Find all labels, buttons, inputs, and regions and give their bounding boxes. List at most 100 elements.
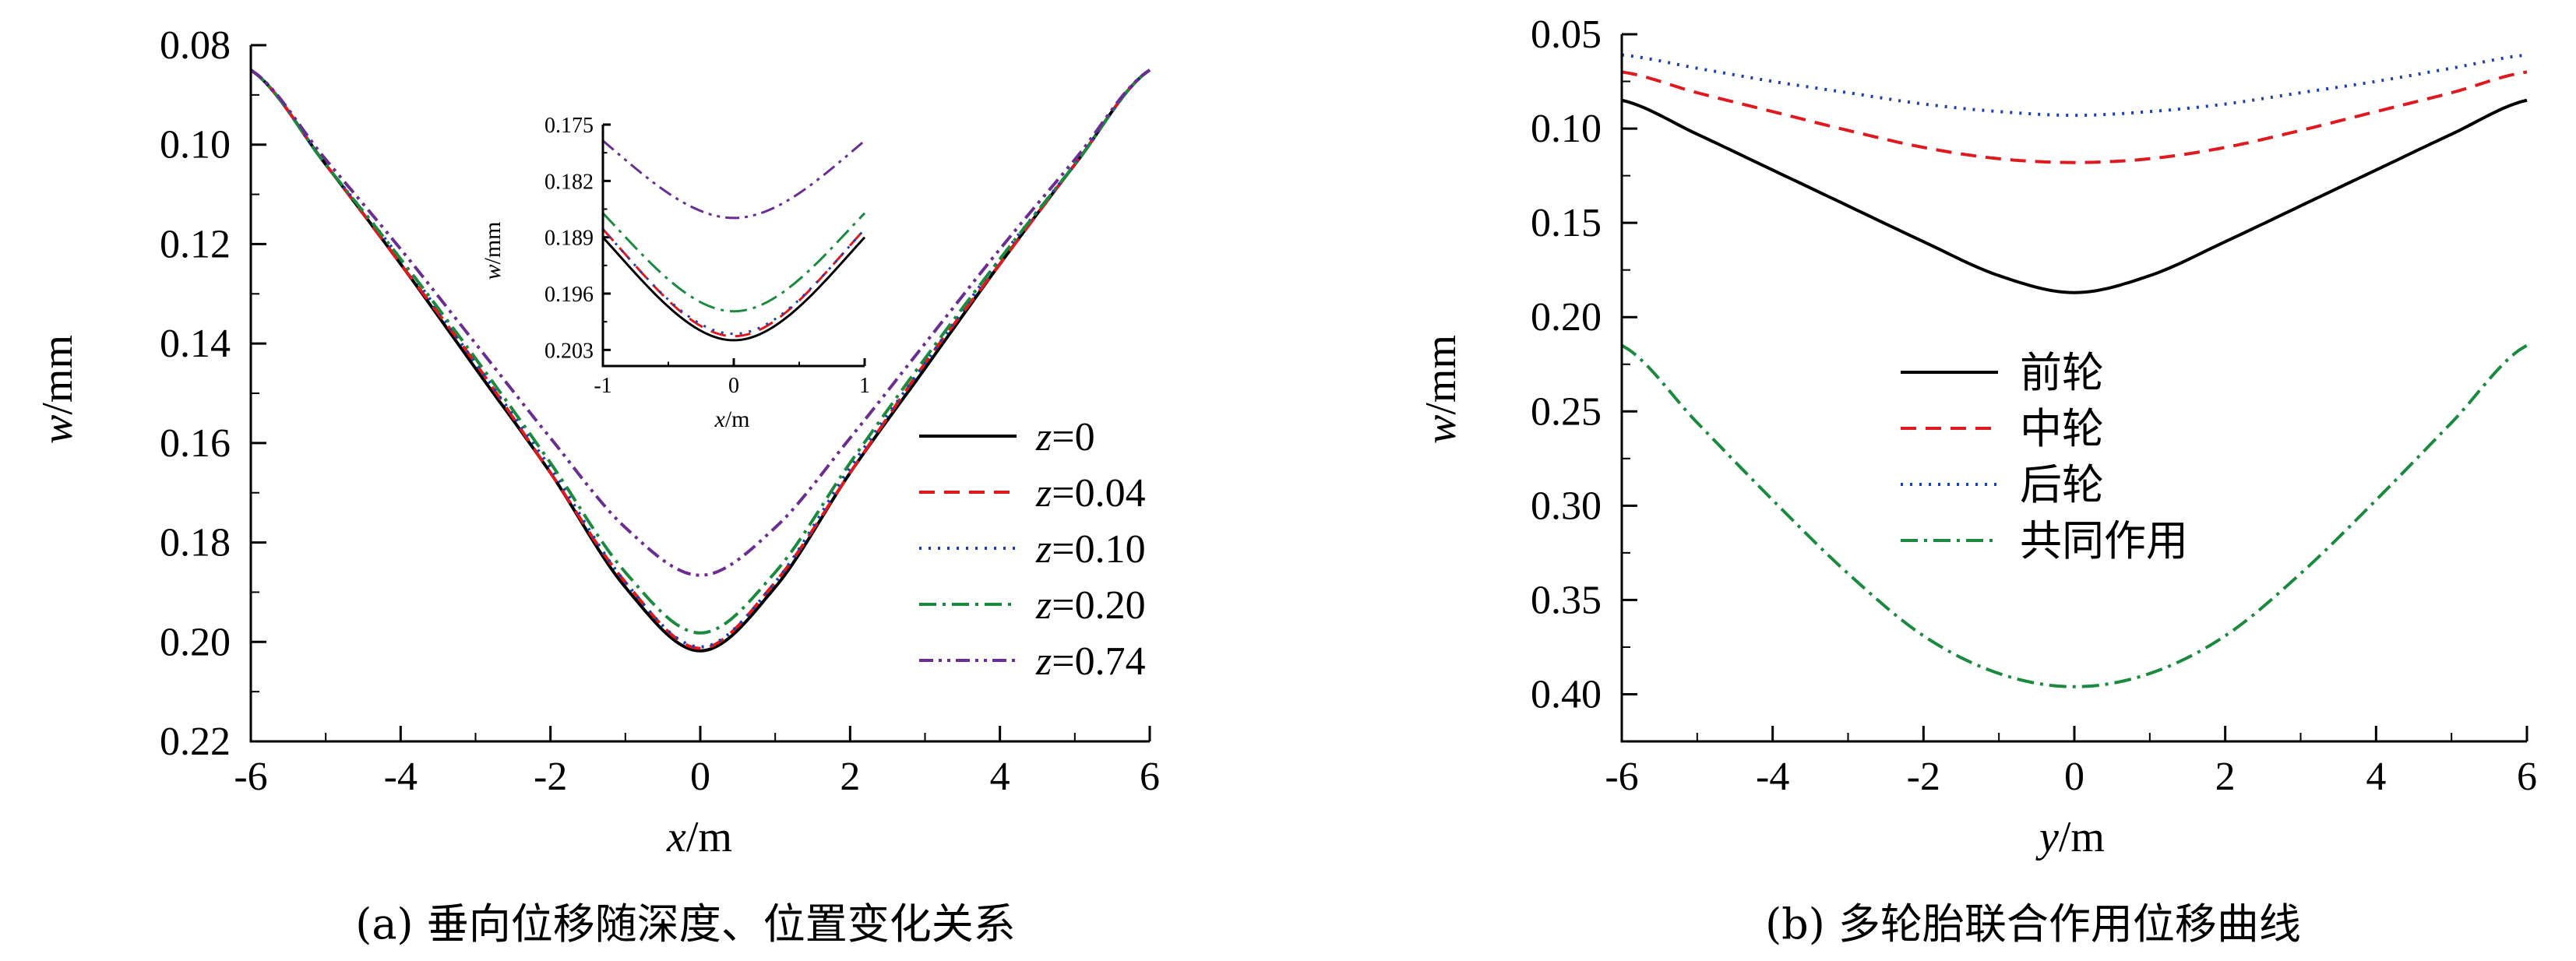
panel-a-x-axis-var: x xyxy=(666,813,686,861)
panel-a-y-tick-label: 0.16 xyxy=(160,421,231,466)
panel-a-legend-label-1: z=0 xyxy=(1035,415,1095,459)
inset-ticks: -1 0 1 0.175 0.182 0.189 0.196 0.203 xyxy=(544,114,870,398)
panel-b-series-line-2 xyxy=(1621,70,2528,164)
inset-series-line-5 xyxy=(602,139,865,220)
panel-a-y-tick-label: 0.18 xyxy=(160,521,231,565)
panel-b-y-tick-label: 0.05 xyxy=(1531,12,1602,57)
panel-a-series-line-3 xyxy=(249,69,1151,649)
panel-a-x-axis-unit: /m xyxy=(686,813,732,861)
panel-a-x-axis-title: x/m xyxy=(666,813,732,861)
panel-b-y-axis-unit: /mm xyxy=(1417,335,1465,415)
panel-b-series-line-4 xyxy=(1620,343,2528,688)
inset-series-line-1 xyxy=(601,236,866,342)
panel-a-x-tick-label: 0 xyxy=(690,755,710,799)
legend-value: =0 xyxy=(1052,415,1094,459)
panel-b-x-tick-label: -6 xyxy=(1605,755,1638,799)
panel-a-legend-label-4: z=0.20 xyxy=(1035,583,1146,628)
panel-a-y-tick-label: 0.12 xyxy=(160,222,231,266)
panel-b-y-tick-label: 0.20 xyxy=(1531,295,1602,340)
panel-a-series-line-5 xyxy=(249,69,1151,577)
legend-var: z xyxy=(1035,583,1052,628)
legend-var: z xyxy=(1035,527,1052,572)
legend-value: =0.10 xyxy=(1052,527,1145,572)
panel-b-y-tick-label: 0.35 xyxy=(1531,578,1602,622)
inset-x-axis-title: x/m xyxy=(714,407,750,432)
panel-a-y-axis-title: w/mm xyxy=(33,335,82,444)
inset-y-tick-label: 0.182 xyxy=(544,170,594,194)
panel-b-x-tick-label: 6 xyxy=(2517,755,2537,799)
panel-a-legend-label-2: z=0.04 xyxy=(1035,471,1146,516)
panel-a-series-line-1 xyxy=(249,69,1151,653)
panel-b-y-axis-title: w/mm xyxy=(1417,335,1465,444)
panel-b: -6 -4 -2 0 2 4 6 0.05 0.10 0.15 0.20 0.25 0.30 0.35 0.… xyxy=(1417,12,2537,949)
legend-var: z xyxy=(1035,415,1052,459)
panel-a-series-line-2 xyxy=(249,69,1151,650)
legend-value: =0.04 xyxy=(1052,471,1145,516)
inset-series-line-2 xyxy=(601,228,866,338)
panel-b-x-axis-title: y/m xyxy=(2035,813,2105,861)
legend-var: z xyxy=(1035,471,1052,516)
panel-a-y-tick-label: 0.08 xyxy=(160,23,231,68)
panel-b-ticks: -6 -4 -2 0 2 4 6 0.05 0.10 0.15 0.20 0.25 0.30 0.35 0.… xyxy=(1531,12,2537,799)
inset-y-tick-label: 0.175 xyxy=(544,114,594,138)
panel-a-x-tick-label: -2 xyxy=(534,755,567,799)
panel-b-legend-label-2: 中轮 xyxy=(2020,404,2104,453)
panel-b-y-tick-label: 0.30 xyxy=(1531,484,1602,528)
panel-b-axes xyxy=(1620,34,2527,743)
panel-b-x-tick-label: -4 xyxy=(1756,755,1789,799)
panel-a-y-axis-unit: /mm xyxy=(33,335,82,415)
panel-a-axes xyxy=(249,45,1150,743)
panel-b-x-tick-label: -2 xyxy=(1907,755,1940,799)
panel-b-y-tick-label: 0.10 xyxy=(1531,107,1602,151)
inset-x-tick-label: -1 xyxy=(594,374,611,398)
legend-value: =0.20 xyxy=(1052,583,1145,628)
panel-a-x-tick-label: 4 xyxy=(990,755,1010,799)
panel-b-x-tick-label: 0 xyxy=(2064,755,2084,799)
inset-y-axis-title: w/mm xyxy=(480,221,506,280)
panel-b-y-tick-label: 0.25 xyxy=(1531,389,1602,434)
panel-a-legend: z=0z=0.04z=0.10z=0.20z=0.74 xyxy=(919,415,1146,684)
panel-a-axis-frame xyxy=(249,45,1150,743)
panel-b-x-axis-var: y xyxy=(2035,813,2059,861)
panel-a-y-axis-var: w xyxy=(33,415,82,444)
inset-series xyxy=(601,139,866,342)
panel-b-x-tick-label: 4 xyxy=(2366,755,2386,799)
inset-series-line-4 xyxy=(601,212,866,313)
panel-a-inset: -1 0 1 0.175 0.182 0.189 0.196 0.203 x/m w/mm xyxy=(480,114,870,432)
panel-b-legend-label-4: 共同作用 xyxy=(2020,516,2188,565)
panel-b-y-axis-var: w xyxy=(1417,415,1465,444)
inset-y-axis-unit: /mm xyxy=(480,221,506,264)
inset-y-axis-var: w xyxy=(480,265,506,280)
panel-a-ticks: -6 -4 -2 0 2 4 6 0.08 0.10 0.12 0.14 0.16 0.18 0.20 0.… xyxy=(160,23,1160,799)
panel-b-series xyxy=(1620,53,2528,688)
inset-x-axis-var: x xyxy=(714,407,726,432)
inset-y-tick-label: 0.203 xyxy=(544,339,594,363)
inset-x-tick-label: 0 xyxy=(728,374,739,398)
panel-b-x-axis-unit: /m xyxy=(2059,813,2105,861)
inset-x-tick-label: 1 xyxy=(859,374,870,398)
inset-y-tick-label: 0.189 xyxy=(544,227,594,251)
inset-axes xyxy=(601,125,865,368)
panel-a-legend-label-5: z=0.74 xyxy=(1035,639,1146,684)
panel-a-x-tick-label: -4 xyxy=(384,755,418,799)
panel-a: -6 -4 -2 0 2 4 6 0.08 0.10 0.12 0.14 0.16 0.18 0.20 0.… xyxy=(33,23,1160,949)
panel-a-y-tick-label: 0.10 xyxy=(160,123,231,167)
inset-y-tick-label: 0.196 xyxy=(544,283,594,307)
inset-axis-frame xyxy=(601,125,865,368)
inset-x-axis-unit: /m xyxy=(725,407,750,432)
panel-b-axis-frame xyxy=(1620,34,2527,743)
panel-a-y-tick-label: 0.14 xyxy=(160,322,231,366)
panel-b-legend-label-3: 后轮 xyxy=(2020,460,2104,509)
panel-a-x-tick-label: 6 xyxy=(1140,755,1160,799)
panel-b-legend-label-1: 前轮 xyxy=(2020,348,2104,397)
legend-var: z xyxy=(1035,639,1052,684)
panel-b-x-tick-label: 2 xyxy=(2215,755,2236,799)
panel-b-y-tick-label: 0.15 xyxy=(1531,201,1602,245)
panel-b-caption: (b) 多轮胎联合作用位移曲线 xyxy=(1765,899,2301,949)
legend-value: =0.74 xyxy=(1052,639,1145,684)
panel-a-x-tick-label: -6 xyxy=(234,755,267,799)
panel-a-x-tick-label: 2 xyxy=(840,755,860,799)
panel-a-y-tick-label: 0.20 xyxy=(160,620,231,664)
